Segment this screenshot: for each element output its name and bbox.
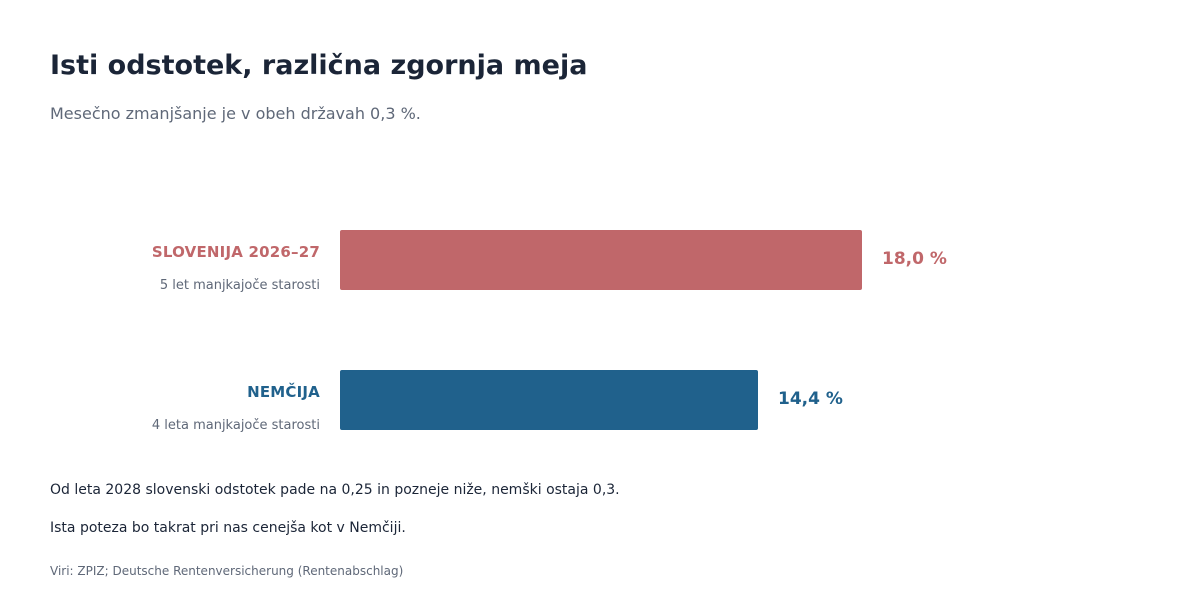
category-note-germany: 4 leta manjkajoče starosti — [151, 418, 320, 433]
category-label-slovenia: SLOVENIJA 2026–27 — [151, 243, 320, 261]
footnote-line-1: Od leta 2028 slovenski odstotek pade na … — [50, 482, 620, 498]
value-label-germany: 14,4 % — [778, 389, 843, 409]
chart-subtitle: Mesečno zmanjšanje je v obeh državah 0,3… — [50, 104, 421, 123]
value-label-slovenia: 18,0 % — [882, 249, 947, 269]
bar-slovenia — [340, 230, 862, 290]
chart-title: Isti odstotek, različna zgornja meja — [50, 50, 588, 81]
footnote-line-2: Ista poteza bo takrat pri nas cenejša ko… — [50, 520, 406, 536]
category-note-slovenia: 5 let manjkajoče starosti — [159, 278, 320, 293]
bar-germany — [340, 370, 758, 430]
source-note: Viri: ZPIZ; Deutsche Rentenversicherung … — [50, 564, 404, 578]
category-label-germany: NEMČIJA — [247, 383, 320, 401]
